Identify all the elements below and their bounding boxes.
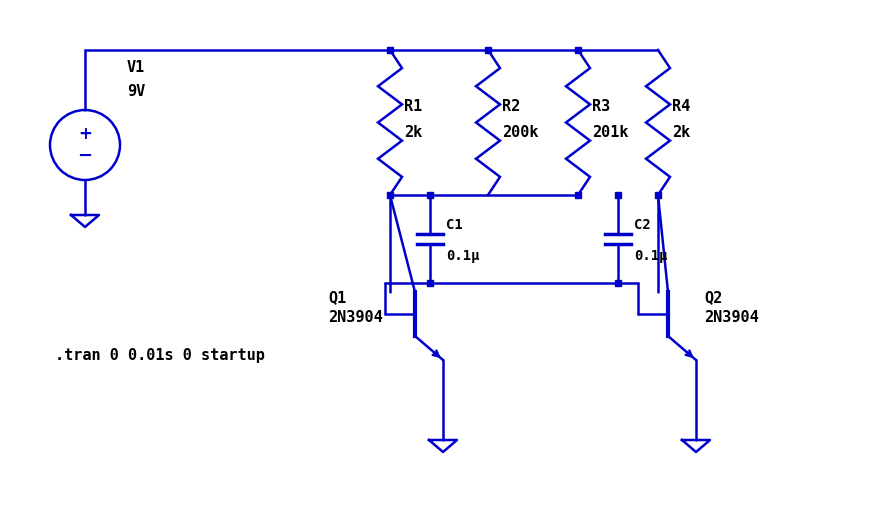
Text: −: − (78, 147, 92, 165)
Text: 201k: 201k (592, 125, 629, 140)
Text: R2: R2 (502, 99, 521, 114)
Text: 200k: 200k (502, 125, 539, 140)
Text: V1: V1 (127, 60, 146, 75)
Text: 0.1μ: 0.1μ (446, 249, 480, 263)
Text: Q1: Q1 (328, 290, 346, 305)
Text: Q2: Q2 (704, 290, 722, 305)
Text: +: + (78, 125, 92, 143)
Text: R4: R4 (672, 99, 691, 114)
Text: R1: R1 (404, 99, 422, 114)
Text: 2k: 2k (672, 125, 691, 140)
Text: R3: R3 (592, 99, 610, 114)
Text: 2N3904: 2N3904 (328, 310, 383, 325)
Text: 0.1μ: 0.1μ (634, 249, 667, 263)
Text: .tran 0 0.01s 0 startup: .tran 0 0.01s 0 startup (55, 348, 265, 363)
Text: 2k: 2k (404, 125, 422, 140)
Text: 9V: 9V (127, 84, 146, 99)
Text: 2N3904: 2N3904 (704, 310, 759, 325)
Text: C1: C1 (446, 218, 463, 232)
Text: C2: C2 (634, 218, 651, 232)
